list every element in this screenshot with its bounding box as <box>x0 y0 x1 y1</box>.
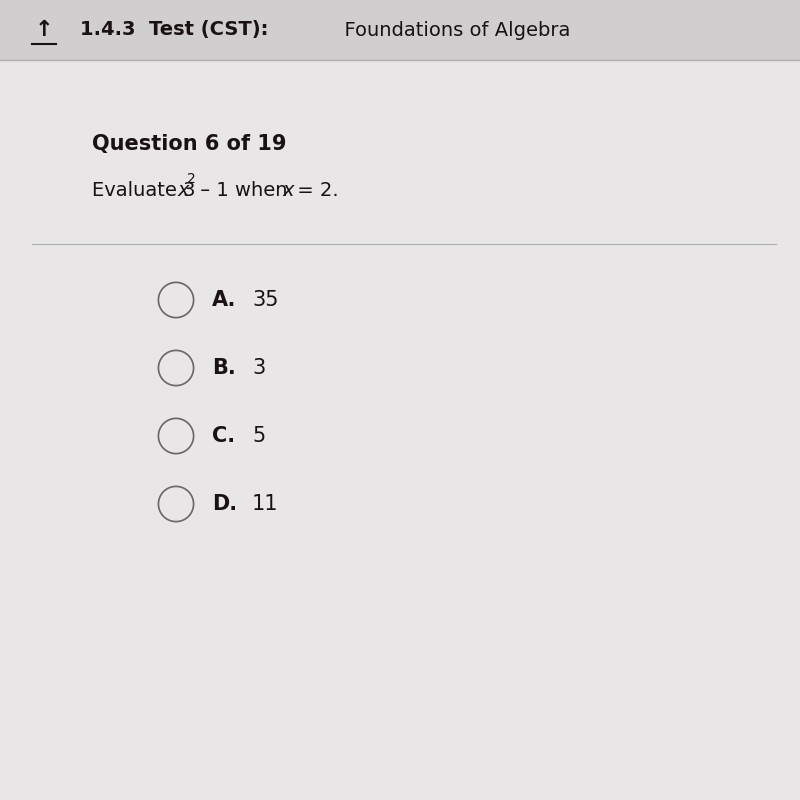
Text: D.: D. <box>212 494 237 514</box>
Text: 3: 3 <box>252 358 266 378</box>
Text: $x$: $x$ <box>177 181 191 200</box>
Text: Foundations of Algebra: Foundations of Algebra <box>332 21 570 39</box>
FancyBboxPatch shape <box>0 0 800 60</box>
Text: B.: B. <box>212 358 236 378</box>
Text: 35: 35 <box>252 290 278 310</box>
Text: A.: A. <box>212 290 236 310</box>
Circle shape <box>158 418 194 454</box>
Text: Evaluate 3: Evaluate 3 <box>92 181 195 200</box>
Text: = 2.: = 2. <box>291 181 339 200</box>
Circle shape <box>158 282 194 318</box>
Text: 5: 5 <box>252 426 266 446</box>
Text: – 1 when: – 1 when <box>194 181 294 200</box>
Text: $x$: $x$ <box>282 181 296 200</box>
Text: Question 6 of 19: Question 6 of 19 <box>92 134 286 154</box>
Text: 1.4.3  Test (CST):: 1.4.3 Test (CST): <box>80 21 268 39</box>
Text: 11: 11 <box>252 494 278 514</box>
Circle shape <box>158 350 194 386</box>
Circle shape <box>158 486 194 522</box>
Text: ↑: ↑ <box>34 20 54 40</box>
Text: 2: 2 <box>187 172 196 186</box>
Text: C.: C. <box>212 426 235 446</box>
